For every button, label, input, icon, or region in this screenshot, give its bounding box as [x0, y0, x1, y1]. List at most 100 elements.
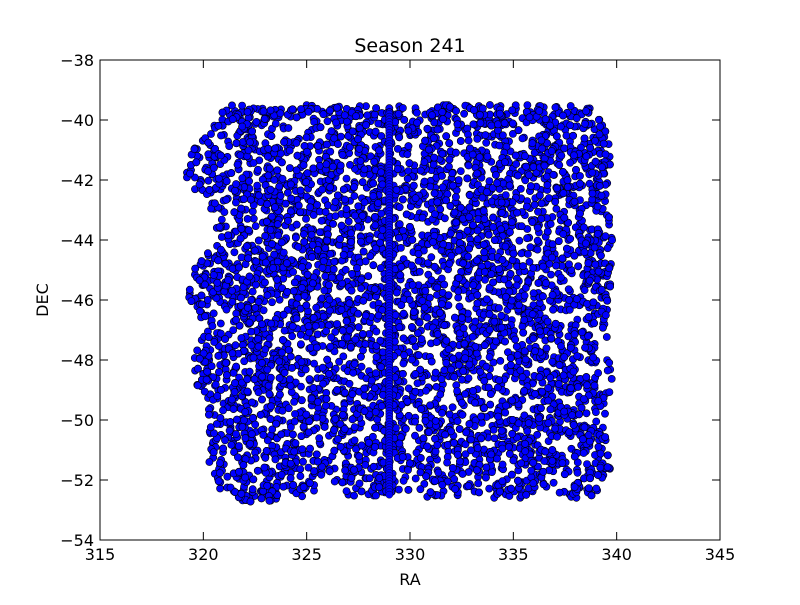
data-point [501, 408, 510, 417]
data-point [252, 118, 261, 126]
data-point [515, 236, 524, 245]
data-point [357, 441, 366, 450]
data-point [554, 380, 563, 388]
data-point [193, 346, 202, 355]
data-point [220, 208, 229, 216]
data-point [516, 366, 525, 375]
data-point [363, 111, 372, 120]
data-point [513, 351, 522, 359]
data-point [513, 208, 521, 217]
data-point [420, 479, 429, 488]
data-point [304, 463, 313, 472]
data-point [305, 479, 314, 488]
data-point [564, 285, 573, 294]
data-point [584, 484, 593, 492]
data-point [551, 319, 560, 328]
data-point [460, 109, 468, 118]
data-point [509, 129, 517, 138]
data-point [243, 214, 252, 223]
data-point [529, 162, 538, 171]
data-point [415, 423, 424, 432]
data-point [518, 134, 527, 143]
data-point [415, 267, 424, 276]
data-point [431, 447, 440, 456]
data-point [525, 257, 534, 266]
data-point [551, 103, 560, 112]
data-point [318, 363, 327, 372]
data-point [546, 220, 555, 228]
data-point [340, 195, 349, 204]
data-point [512, 342, 521, 351]
data-point [210, 199, 219, 208]
data-point [248, 287, 257, 296]
data-point [411, 417, 419, 426]
data-point [297, 382, 305, 391]
data-point [251, 222, 260, 230]
data-point [318, 263, 327, 272]
data-point [291, 439, 300, 448]
data-point [559, 167, 567, 176]
data-point [508, 119, 517, 128]
data-point [593, 202, 602, 211]
data-point [302, 178, 311, 186]
data-point [485, 353, 494, 361]
data-point [517, 222, 526, 231]
data-point [321, 401, 330, 410]
data-point [524, 250, 532, 258]
data-point [242, 242, 251, 251]
data-point [294, 201, 303, 210]
data-point [433, 125, 442, 134]
data-point [216, 245, 225, 254]
data-point [285, 164, 294, 172]
data-point [264, 144, 273, 153]
data-point [581, 119, 589, 128]
data-point [469, 120, 478, 129]
data-point [245, 367, 254, 376]
data-point [284, 404, 293, 413]
data-point [448, 403, 457, 412]
data-point [546, 373, 555, 382]
data-point [291, 410, 299, 418]
data-point [476, 367, 485, 376]
data-point [533, 245, 542, 254]
data-point [299, 161, 308, 169]
data-point [207, 130, 215, 138]
data-point [403, 174, 412, 183]
data-point [591, 136, 599, 145]
data-point [572, 114, 581, 123]
data-point [309, 383, 318, 392]
data-point [330, 477, 339, 486]
data-point [230, 248, 239, 257]
data-point [513, 274, 521, 283]
data-point [327, 273, 336, 282]
data-point [378, 348, 387, 357]
data-point [253, 181, 262, 190]
data-point [222, 305, 231, 314]
data-point [219, 444, 227, 453]
data-point [529, 289, 538, 298]
data-point [327, 333, 335, 342]
data-point [436, 390, 445, 399]
data-point [238, 174, 247, 183]
data-point [544, 419, 553, 427]
data-point [393, 144, 402, 153]
data-point [331, 212, 340, 220]
data-point [485, 101, 494, 109]
data-point [495, 141, 504, 150]
data-point [465, 420, 474, 428]
data-point [338, 326, 347, 335]
data-point [407, 355, 416, 364]
data-point [355, 124, 364, 133]
data-point [296, 208, 305, 216]
data-point [277, 348, 286, 357]
data-point [355, 452, 364, 461]
data-point [445, 162, 453, 171]
data-point [284, 346, 293, 354]
data-point [340, 111, 349, 120]
data-point [579, 449, 588, 457]
data-point [256, 198, 265, 206]
data-point [445, 102, 454, 111]
data-point [540, 457, 549, 465]
